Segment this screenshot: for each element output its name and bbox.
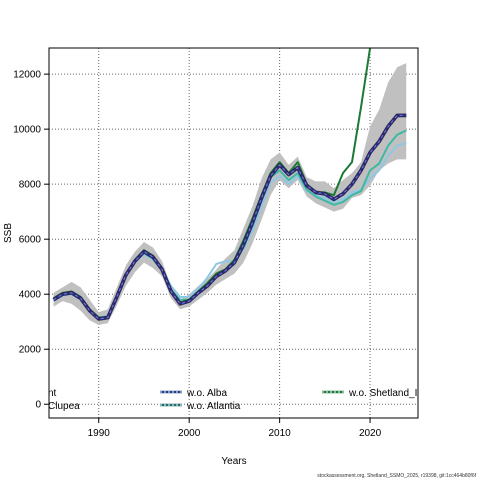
x-tick-label: 2000 (178, 428, 201, 439)
legend-label: w.o. Shetland_I (348, 388, 417, 399)
series-line-light_blue (53, 141, 407, 319)
y-tick-label: 10000 (13, 125, 41, 136)
plot-frame (48, 47, 419, 419)
series-line-main (52, 113, 407, 321)
y-tick-label: 12000 (13, 70, 41, 81)
series-line-main-dash (53, 114, 407, 320)
grid (49, 48, 418, 418)
x-axis-label: Years (221, 456, 246, 467)
confidence-band-area (53, 63, 407, 326)
legend-entries: nt Clupea w.o. Alba w.o. Atlantia w.o. Shetl… (48, 388, 417, 412)
y-tick-label: 0 (35, 400, 41, 411)
series-lines (52, 48, 407, 321)
y-axis: 0 2000 4000 6000 8000 10000 12000 (13, 70, 49, 411)
footer-credit: stockassessment.org, Shetland_SSMO_2025,… (317, 473, 476, 479)
confidence-band (53, 63, 407, 326)
y-tick-label: 8000 (19, 180, 42, 191)
legend-label: w.o. Alba (186, 388, 227, 399)
x-axis: 1990 2000 2010 2020 (88, 418, 382, 439)
x-tick-label: 2010 (269, 428, 292, 439)
legend: nt Clupea w.o. Alba w.o. Atlantia w.o. Shetl… (48, 388, 417, 412)
legend-label: Clupea (48, 401, 80, 412)
y-tick-label: 2000 (19, 345, 42, 356)
legend-label: w.o. Atlantia (186, 401, 241, 412)
y-tick-label: 4000 (19, 290, 42, 301)
y-axis-label: SSB (3, 223, 14, 243)
legend-label: nt (48, 388, 57, 399)
x-tick-label: 1990 (88, 428, 111, 439)
y-tick-label: 6000 (19, 235, 42, 246)
x-tick-label: 2020 (359, 428, 382, 439)
series-line-main-outline (52, 113, 407, 321)
